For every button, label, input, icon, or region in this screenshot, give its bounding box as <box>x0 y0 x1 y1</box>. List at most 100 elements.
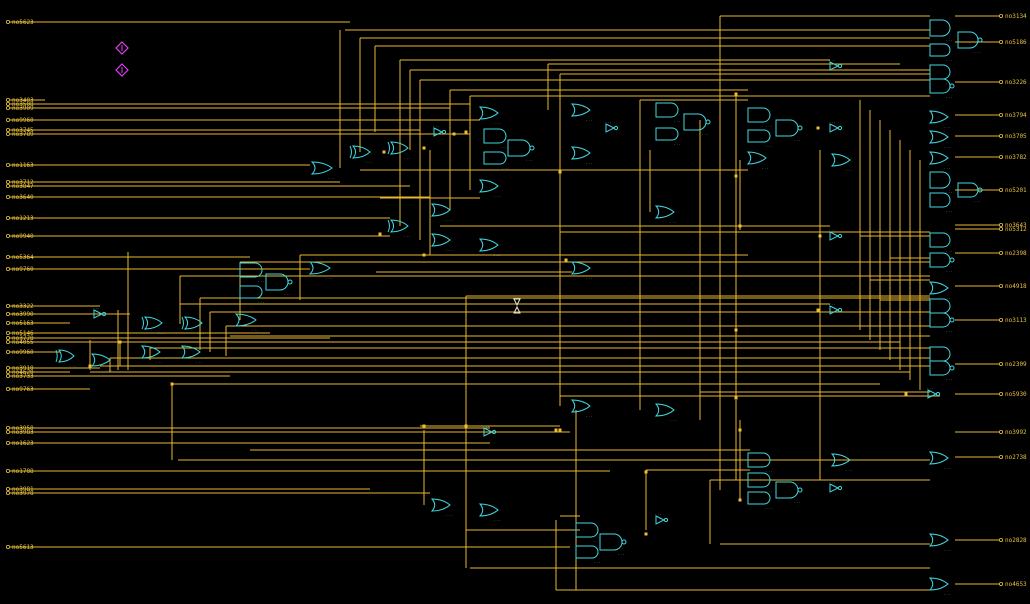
buffer-icon[interactable]: . . . <box>829 479 843 493</box>
or-gate-icon[interactable]: . . . <box>928 281 950 300</box>
buffer-icon[interactable]: . . . <box>829 227 843 241</box>
marker-up-icon[interactable] <box>115 41 129 55</box>
or-gate-icon[interactable]: . . . <box>830 453 852 472</box>
and-gate-icon[interactable]: . . . <box>929 43 952 62</box>
input-port[interactable]: no3322 <box>6 303 34 310</box>
input-port[interactable]: no1623 <box>6 440 34 447</box>
input-port[interactable]: no1213 <box>6 215 34 222</box>
or-gate-icon[interactable]: . . . <box>478 238 500 257</box>
and-gate-icon[interactable]: . . . <box>239 285 264 304</box>
and-gate-icon[interactable]: . . . <box>929 312 955 333</box>
buffer-icon[interactable]: . . . <box>927 385 941 399</box>
output-port[interactable]: no3226 <box>999 79 1027 86</box>
or-gate-icon[interactable]: . . . <box>928 151 950 170</box>
and-gate-icon[interactable]: . . . <box>575 522 600 543</box>
input-port[interactable]: no3640 <box>6 194 34 201</box>
or-gate-icon[interactable]: . . . <box>928 577 950 596</box>
input-port[interactable]: no3745 <box>6 127 34 134</box>
or-gate-icon[interactable]: . . . <box>654 403 676 422</box>
output-port[interactable]: no5930 <box>999 391 1027 398</box>
or-gate-icon[interactable]: . . . <box>654 205 676 224</box>
and-gate-icon[interactable]: . . . <box>929 192 952 213</box>
buffer-icon[interactable]: . . . <box>655 511 669 525</box>
or-gate-icon[interactable]: . . . <box>570 146 592 165</box>
xor-gate-icon[interactable]: . . . <box>387 219 410 238</box>
input-port[interactable]: no5364 <box>6 254 34 261</box>
output-port[interactable]: no3643 <box>999 222 1027 229</box>
input-port[interactable]: no5163 <box>6 320 34 327</box>
or-gate-icon[interactable]: . . . <box>140 345 162 364</box>
and-gate-icon[interactable]: . . . <box>683 113 711 136</box>
or-gate-icon[interactable]: . . . <box>478 179 500 198</box>
and-gate-icon[interactable]: . . . <box>929 171 952 194</box>
or-gate-icon[interactable]: . . . <box>570 399 592 418</box>
input-port[interactable]: no9763 <box>6 386 34 393</box>
output-port[interactable]: no2398 <box>999 250 1027 257</box>
and-gate-icon[interactable]: . . . <box>599 533 627 556</box>
input-port[interactable]: no1163 <box>6 162 34 169</box>
input-port[interactable]: no4055 <box>6 339 34 346</box>
output-port[interactable]: no3782 <box>999 154 1027 161</box>
input-port[interactable]: no5623 <box>6 19 34 26</box>
and-gate-icon[interactable]: . . . <box>747 472 772 493</box>
xor-gate-icon[interactable]: . . . <box>181 316 204 335</box>
output-port[interactable]: no2309 <box>999 361 1027 368</box>
or-gate-icon[interactable]: . . . <box>430 203 452 222</box>
xor-gate-icon[interactable]: . . . <box>349 145 372 164</box>
or-gate-icon[interactable]: . . . <box>90 353 112 372</box>
and-gate-icon[interactable]: . . . <box>929 252 955 273</box>
buffer-icon[interactable]: . . . <box>829 119 843 133</box>
buffer-icon[interactable]: . . . <box>829 57 843 71</box>
or-gate-icon[interactable]: . . . <box>928 533 950 552</box>
and-gate-icon[interactable]: . . . <box>655 102 680 123</box>
buffer-icon[interactable]: . . . <box>605 119 619 133</box>
or-gate-icon[interactable]: . . . <box>478 503 500 522</box>
xor-gate-icon[interactable]: . . . <box>55 349 76 368</box>
output-port[interactable]: no3794 <box>999 112 1027 119</box>
input-port[interactable]: no3733 <box>6 373 34 380</box>
and-gate-icon[interactable]: . . . <box>929 78 955 99</box>
input-port[interactable]: no4620 <box>6 369 34 376</box>
input-port[interactable]: no3508 <box>6 101 34 108</box>
and-gate-icon[interactable]: . . . <box>575 545 600 564</box>
input-port[interactable]: no3983 <box>6 429 34 436</box>
input-port[interactable]: no3847 <box>6 183 34 190</box>
or-gate-icon[interactable]: . . . <box>478 106 500 125</box>
input-port[interactable]: no3789 <box>6 131 34 138</box>
output-port[interactable]: no3992 <box>999 429 1027 436</box>
output-port[interactable]: no3113 <box>999 317 1027 324</box>
xor-gate-icon[interactable]: . . . <box>141 316 164 335</box>
or-gate-icon[interactable]: . . . <box>570 103 592 122</box>
buffer-icon[interactable]: . . . <box>433 123 447 137</box>
and-gate-icon[interactable]: . . . <box>265 273 293 296</box>
or-gate-icon[interactable]: . . . <box>430 233 452 252</box>
input-port[interactable]: no3909 <box>6 105 34 112</box>
input-port[interactable]: no3403 <box>6 97 34 104</box>
output-port[interactable]: no3134 <box>999 13 1027 20</box>
input-port[interactable]: no1788 <box>6 468 34 475</box>
and-gate-icon[interactable]: . . . <box>239 262 264 283</box>
output-port[interactable]: no5201 <box>999 187 1027 194</box>
input-port[interactable]: no9960 <box>6 349 34 356</box>
input-port[interactable]: no9760 <box>6 266 34 273</box>
input-port[interactable]: no3990 <box>6 311 34 318</box>
and-gate-icon[interactable]: . . . <box>775 119 803 142</box>
output-port[interactable]: no5186 <box>999 39 1027 46</box>
and-gate-icon[interactable]: . . . <box>929 232 952 253</box>
input-port[interactable]: no5146 <box>6 330 34 337</box>
or-gate-icon[interactable]: . . . <box>180 345 202 364</box>
input-port[interactable]: no9940 <box>6 233 34 240</box>
input-port[interactable]: no3981 <box>6 486 34 493</box>
input-port[interactable]: no3770 <box>6 335 34 342</box>
or-gate-icon[interactable]: . . . <box>430 498 452 517</box>
or-gate-icon[interactable]: . . . <box>234 313 258 332</box>
or-gate-icon[interactable]: . . . <box>746 151 768 170</box>
input-port[interactable]: no3910 <box>6 365 34 372</box>
input-port[interactable]: no9960 <box>6 117 34 124</box>
and-gate-icon[interactable]: . . . <box>483 151 508 170</box>
or-gate-icon[interactable]: . . . <box>928 130 950 149</box>
and-gate-icon[interactable]: . . . <box>775 481 803 504</box>
buffer-icon[interactable]: . . . <box>829 301 843 315</box>
output-port[interactable]: no2828 <box>999 537 1027 544</box>
input-port[interactable]: no5613 <box>6 544 34 551</box>
